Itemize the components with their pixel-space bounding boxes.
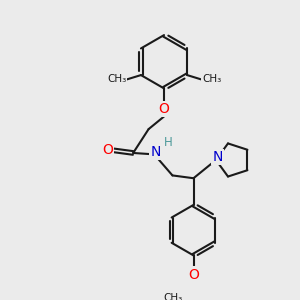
Text: CH₃: CH₃ <box>164 293 183 300</box>
Text: N: N <box>212 150 223 164</box>
Text: H: H <box>164 136 172 149</box>
Text: CH₃: CH₃ <box>202 74 221 84</box>
Text: O: O <box>188 268 199 281</box>
Text: O: O <box>159 102 170 116</box>
Text: N: N <box>150 145 161 159</box>
Text: CH₃: CH₃ <box>107 74 126 84</box>
Text: O: O <box>103 142 113 157</box>
